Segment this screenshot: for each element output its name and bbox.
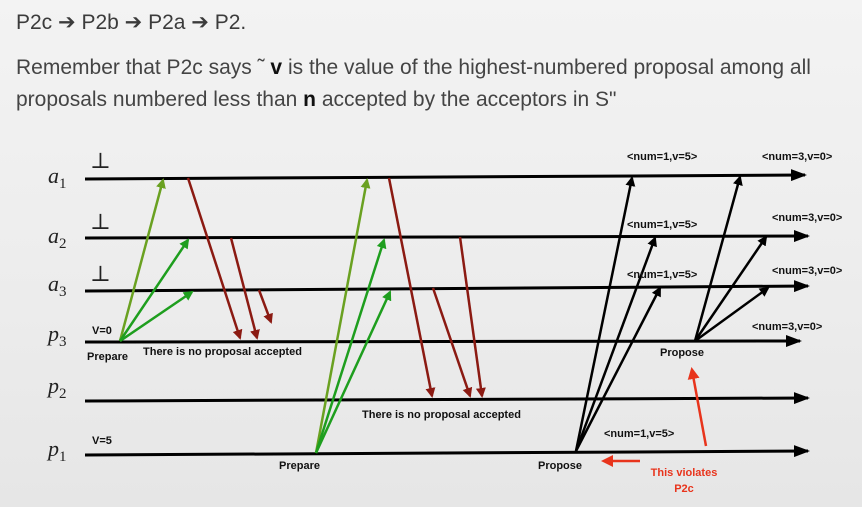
process-label-a1: a1 [48,163,67,192]
propose-arrow-p1-a2 [574,236,657,452]
violation-arrow-up [687,367,708,447]
timeline-p1 [84,445,810,458]
label-a2-num3: <num=3,v=0> [772,212,842,224]
timeline-a1 [84,169,807,182]
label-p1-num1: <num=1,v=5> [604,428,674,440]
p1-propose-messages [574,176,662,452]
promise-arrow-a1-p1 [387,177,436,398]
p3-promise-messages [186,177,273,340]
subtitle-text-3: accepted by the acceptors in S" [316,88,617,111]
init-a3: ⊥ [90,262,111,287]
label-p3-num3: <num=3,v=0> [752,321,822,333]
prepare-arrow-p3-a2 [118,238,190,342]
label-prepare-p1: Prepare [279,460,320,472]
label-a1-num1: <num=1,v=5> [627,151,697,163]
subtitle-text-1: Remember that P2c says ˜ [16,56,271,79]
process-label-a2: a2 [48,223,67,252]
process-label-a3: a3 [48,271,67,300]
label-propose-p3: Propose [660,347,704,359]
prepare-arrow-p1-a2 [314,238,387,454]
prepare-arrow-p3-a3 [119,290,194,343]
init-p1: V=5 [92,435,112,447]
label-a2-num1: <num=1,v=5> [627,219,697,231]
timelines [84,169,810,458]
label-a3-num3: <num=3,v=0> [772,265,842,277]
label-no-proposal-2: There is no proposal accepted [362,409,521,421]
propose-arrow-p3-a2 [693,235,768,342]
process-label-p3: p3 [46,321,67,350]
slide-title: P2c ➔ P2b ➔ P2a ➔ P2. [16,11,247,34]
timeline-p2 [84,392,810,405]
slide-subtitle: Remember that P2c says ˜ v is the value … [16,52,856,116]
label-violation-line1: This violates [651,467,718,479]
p1-promise-messages [387,177,486,398]
prepare-arrow-p1-a3 [314,290,392,454]
promise-arrow-a2-p3 [229,237,260,340]
label-a3-num1: <num=1,v=5> [627,269,697,281]
propose-arrow-p3-a1 [693,175,743,342]
label-no-proposal-1: There is no proposal accepted [143,346,302,358]
subtitle-text-2: is the value of the highest-numbered pro… [16,56,811,111]
timeline-a3 [84,280,810,293]
promise-arrow-a1-p3 [186,177,243,340]
init-p3: V=0 [92,325,112,337]
propose-arrow-p1-a3 [574,286,662,452]
p3-prepare-messages [118,178,194,343]
label-a1-num3: <num=3,v=0> [762,151,832,163]
label-prepare-p3: Prepare [87,351,128,363]
subtitle-var-v: v [270,56,283,79]
propose-arrow-p3-a3 [694,286,770,343]
p1-prepare-messages [314,178,392,454]
promise-arrow-a2-p1 [458,236,486,398]
label-propose-p1: Propose [538,460,582,472]
prepare-arrow-p3-a1 [118,178,166,342]
init-a2: ⊥ [90,210,111,235]
timeline-a2 [84,230,810,243]
subtitle-var-n: n [303,88,316,111]
propose-arrow-p1-a1 [574,176,636,452]
p3-propose-messages [693,175,770,343]
label-violation-line2: P2c [674,483,694,495]
process-labels: a1 a2 a3 p3 p2 p1 [46,163,67,465]
process-label-p1: p1 [46,436,67,465]
prepare-arrow-p1-a1 [314,178,371,454]
init-a1: ⊥ [90,149,111,174]
promise-arrow-a3-p1 [431,287,473,398]
promise-arrow-a3-p3 [257,289,273,324]
process-label-p2: p2 [46,373,67,402]
timeline-p3 [84,335,802,348]
